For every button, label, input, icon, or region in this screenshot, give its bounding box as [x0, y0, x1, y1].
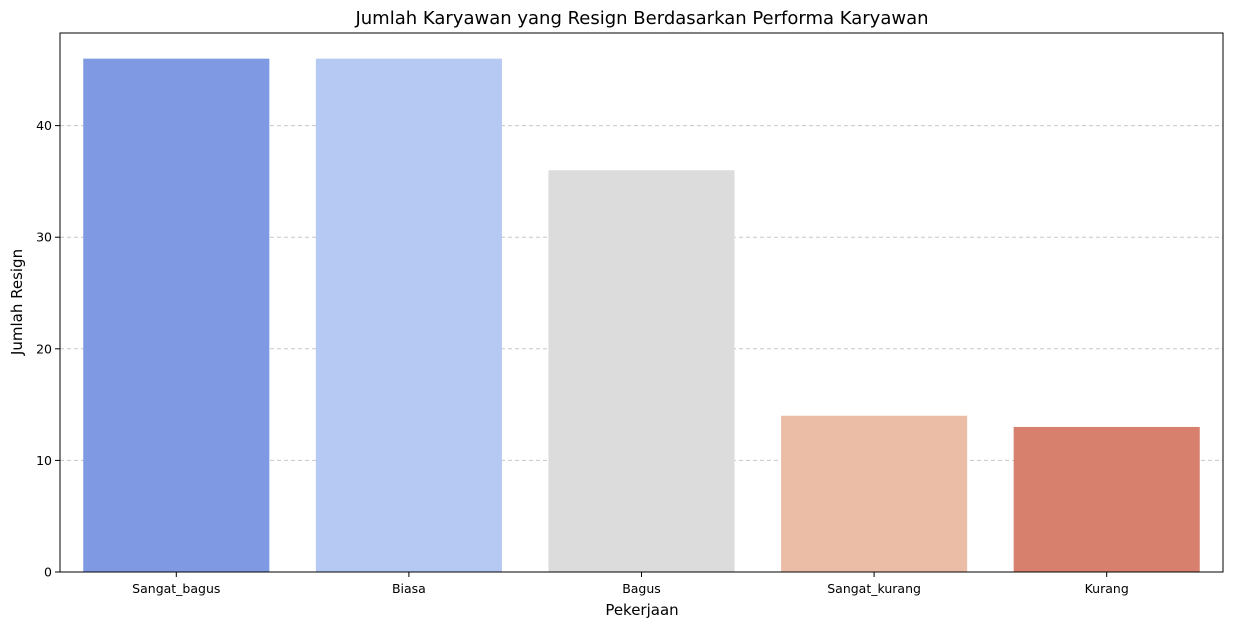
bar-bagus	[548, 170, 735, 572]
bars	[83, 58, 1200, 572]
x-tick-label-0: Sangat_bagus	[132, 581, 220, 596]
y-tick-label-1: 10	[36, 453, 52, 468]
y-axis-label: Jumlah Resign	[8, 249, 26, 356]
x-axis-label: Pekerjaan	[605, 601, 678, 619]
y-tick-label-3: 30	[36, 230, 52, 245]
bar-sangat-kurang	[781, 415, 968, 572]
bar-sangat-bagus	[83, 58, 270, 572]
y-tick-label-2: 20	[36, 341, 52, 356]
x-tick-label-3: Sangat_kurang	[827, 581, 921, 596]
chart-title: Jumlah Karyawan yang Resign Berdasarkan …	[354, 8, 928, 29]
x-tick-label-2: Bagus	[622, 581, 661, 596]
x-tick-label-4: Kurang	[1085, 581, 1129, 596]
x-tick-label-1: Biasa	[392, 581, 426, 596]
x-axis-ticks: Sangat_bagus Biasa Bagus Sangat_kurang Kuran…	[132, 572, 1129, 596]
bar-biasa	[315, 58, 502, 572]
y-tick-label-0: 0	[44, 565, 52, 580]
bar-kurang	[1013, 426, 1200, 572]
y-axis-ticks: 0 10 20 30 40	[36, 118, 60, 580]
y-tick-label-4: 40	[36, 118, 52, 133]
